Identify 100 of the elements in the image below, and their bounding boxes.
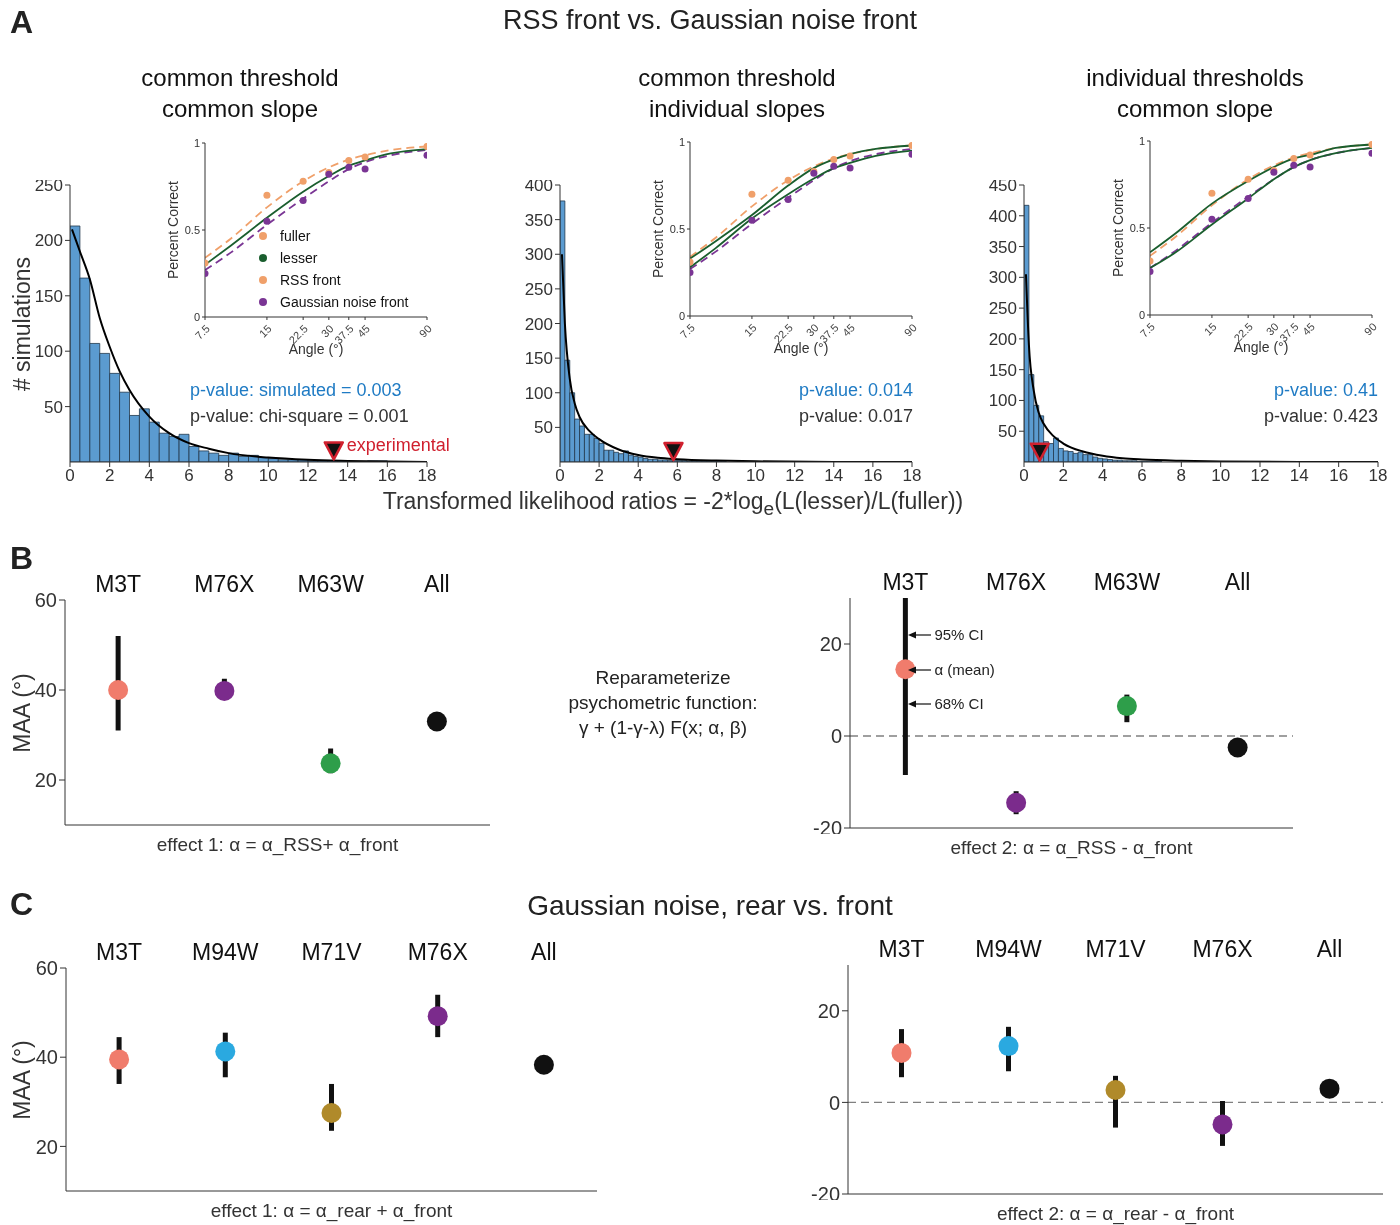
x-tick-label: M94W [192, 939, 259, 965]
y-tick-label: 0 [828, 1091, 840, 1114]
x-axis-title: effect 1: α = α_rear + α_front [209, 1200, 454, 1222]
text: Reparameterize psychometric function: γ + (1-γ-λ) F(x; α, β) [567, 666, 759, 740]
annotation: p-value: 0.014 [797, 380, 913, 401]
x-tick-label: 90 [901, 321, 919, 339]
y-tick-label: 200 [524, 314, 553, 334]
y-tick-label: 60 [34, 589, 57, 612]
x-tick-label: 15 [1201, 320, 1219, 338]
y-tick-label: 150 [524, 349, 553, 369]
y-tick-label: 0 [678, 309, 685, 322]
legend-label: fuller [280, 228, 311, 244]
x-tick-label: 16 [863, 466, 883, 486]
y-tick-label: 50 [44, 397, 63, 417]
x-tick-label: 12 [1250, 466, 1270, 486]
x-tick-label: 4 [1097, 466, 1108, 486]
text: RSS front vs. Gaussian noise front [501, 5, 919, 36]
y-tick-label: 350 [524, 210, 553, 230]
y-tick-label: 20 [819, 633, 842, 656]
text: B [10, 540, 34, 577]
legend-label: RSS front [280, 272, 341, 288]
chart-title: common threshold individual slopes [637, 63, 837, 124]
annotation: p-value: 0.017 [797, 406, 913, 427]
x-tick-label: 6 [184, 466, 194, 486]
y-tick-label: 250 [34, 176, 63, 196]
x-tick-label: 16 [1329, 466, 1349, 486]
y-tick-label: 20 [34, 769, 57, 792]
x-tick-label: 7.5 [1137, 320, 1157, 340]
x-tick-label: M76X [194, 571, 255, 597]
x-tick-label: 15 [741, 321, 759, 339]
y-tick-label: 0.5 [1129, 221, 1145, 234]
y-tick-label: 0 [1138, 308, 1145, 321]
y-tick-label: 300 [988, 268, 1017, 288]
series-label: experimental [346, 435, 450, 456]
x-tick-label: 45 [1299, 320, 1318, 338]
x-tick-label: 10 [258, 466, 278, 486]
annotation: p-value: 0.41 [1272, 380, 1378, 401]
y-tick-label: 250 [524, 279, 553, 299]
y-tick-label: 20 [817, 999, 840, 1022]
y-tick-label: 400 [524, 176, 553, 196]
x-tick-label: 6 [1137, 466, 1147, 486]
x-tick-label: 2 [1058, 466, 1069, 486]
y-axis-title: # simulations [8, 256, 36, 391]
x-tick-label: 14 [338, 466, 358, 486]
x-tick-label: 10 [746, 466, 766, 486]
y-tick-label: 50 [998, 422, 1017, 442]
y-tick-label: 20 [35, 1135, 58, 1158]
y-tick-label: 1 [678, 135, 685, 148]
x-tick-label: M63W [1093, 569, 1161, 595]
chart-title: individual thresholds common slope [1085, 63, 1305, 124]
x-tick-label: M3T [878, 936, 925, 962]
annotation: p-value: simulated = 0.003 [190, 380, 402, 401]
y-tick-label: 0 [830, 725, 842, 748]
y-tick-label: 400 [988, 206, 1017, 226]
y-tick-label: 150 [988, 360, 1017, 380]
x-tick-label: M71V [301, 939, 363, 965]
x-tick-label: 4 [633, 466, 643, 486]
y-tick-label: 0.5 [669, 222, 685, 235]
y-tick-label: 100 [34, 342, 63, 362]
x-tick-label: 12 [298, 466, 318, 486]
x-tick-label: All [1316, 936, 1343, 962]
text: Gaussian noise, rear vs. front [526, 890, 894, 922]
x-axis-title: effect 2: α = α_RSS - α_front [950, 837, 1193, 858]
y-tick-label: 200 [34, 231, 63, 251]
x-tick-label: 30 [803, 321, 821, 339]
x-tick-label: 8 [1176, 466, 1187, 486]
x-tick-label: 10 [1211, 466, 1231, 486]
x-tick-label: 90 [416, 322, 434, 340]
x-tick-label: 7.5 [677, 321, 697, 341]
y-tick-label: 350 [988, 237, 1017, 257]
x-tick-label: 2 [594, 466, 604, 486]
x-tick-label: All [1224, 569, 1251, 595]
x-tick-label: 14 [1289, 466, 1309, 486]
y-tick-label: 50 [534, 418, 553, 438]
chart-title: common threshold common slope [140, 63, 340, 124]
text: A [10, 4, 34, 41]
annotation: p-value: chi-square = 0.001 [190, 406, 409, 427]
y-axis-title: Percent Correct [1110, 178, 1126, 278]
y-tick-label: 60 [35, 957, 58, 980]
x-tick-label: M76X [407, 939, 468, 965]
y-axis-title: Percent Correct [165, 180, 181, 280]
x-tick-label: 12 [785, 466, 805, 486]
x-tick-label: 18 [902, 466, 922, 486]
x-tick-label: 90 [1361, 320, 1379, 338]
x-tick-label: All [531, 939, 557, 965]
y-tick-label: 300 [524, 245, 553, 265]
annotation: p-value: 0.423 [1262, 406, 1378, 427]
x-tick-label: 18 [417, 466, 437, 486]
y-tick-label: 0.5 [184, 223, 200, 236]
y-tick-label: 1 [1138, 134, 1145, 147]
y-tick-label: 40 [34, 679, 57, 702]
annotation: α (mean) [934, 660, 995, 678]
x-tick-label: 16 [377, 466, 397, 486]
x-tick-label: 2 [104, 466, 115, 486]
x-tick-label: 8 [223, 466, 234, 486]
y-axis-title: MAA (°) [8, 1040, 36, 1120]
y-tick-label: 0 [193, 310, 200, 323]
x-tick-label: 7.5 [192, 322, 212, 342]
x-tick-label: 8 [711, 466, 722, 486]
x-tick-label: M3T [95, 571, 142, 597]
